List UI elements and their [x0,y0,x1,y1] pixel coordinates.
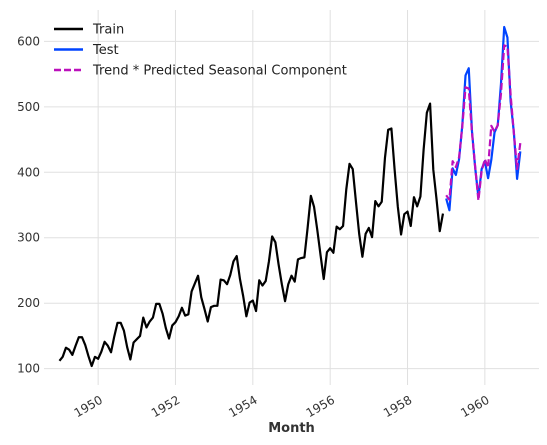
y-tick-label-3: 400 [17,165,40,179]
series-line-1 [446,27,520,210]
x-axis-ticks: 1950 1952 1954 1956 1958 1960 [72,393,492,420]
series-line-2 [446,45,520,200]
y-tick-label-0: 100 [17,362,40,376]
x-tick-label-1: 1952 [149,393,182,420]
legend: Train Test Trend * Predicted Seasonal Comp… [54,23,347,79]
x-axis-label: Month [268,421,315,436]
x-tick-label-5: 1960 [458,393,491,420]
legend-item-0: Train [54,23,124,38]
x-tick-label-2: 1954 [226,393,259,420]
y-tick-label-5: 600 [17,34,40,48]
x-tick-label-0: 1950 [72,393,105,420]
y-tick-label-4: 500 [17,100,40,114]
y-tick-label-2: 300 [17,231,40,245]
x-tick-label-3: 1956 [304,393,337,420]
legend-label-0: Train [92,23,124,38]
y-tick-label-1: 200 [17,296,40,310]
legend-label-1: Test [92,43,119,58]
legend-item-1: Test [54,43,119,58]
series-line-0 [59,104,442,366]
y-axis-ticks: 100 200 300 400 500 600 [17,34,40,375]
legend-item-2: Trend * Predicted Seasonal Component [54,64,347,79]
x-tick-label-4: 1958 [381,393,414,420]
legend-label-2: Trend * Predicted Seasonal Component [92,64,347,79]
